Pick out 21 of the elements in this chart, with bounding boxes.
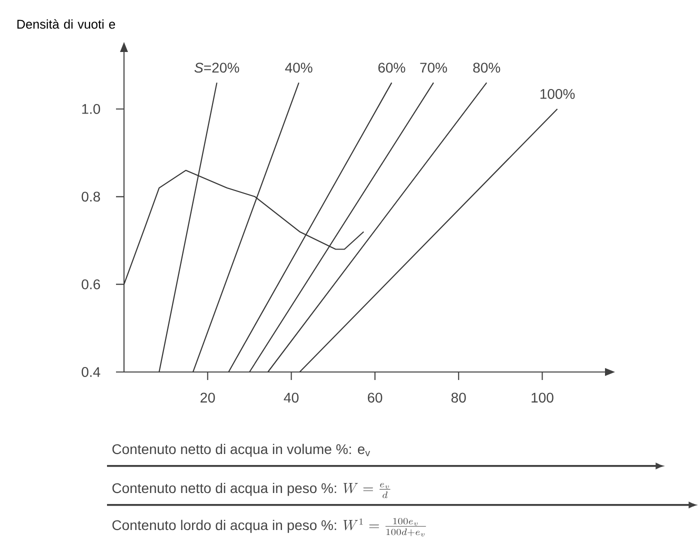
text: $W^1 = \frac{100e_v}{100d+e_v}$ xyxy=(343,518,426,536)
text: $W = \frac{e_v}{d}$ xyxy=(343,483,390,498)
series-label: 80% xyxy=(473,62,500,73)
y-tick-label: 0.4 xyxy=(82,367,100,377)
text: Contenuto lordo di acqua in peso %: xyxy=(112,520,336,533)
text: Contenuto netto di acqua in peso %: xyxy=(112,482,336,496)
series-label: 60% xyxy=(378,62,406,73)
x-tick-label: 40 xyxy=(284,392,299,403)
x-axis-title: Contenuto netto di acqua in volume %: e$_{v}$ xyxy=(112,444,370,457)
y-tick-label: 0.6 xyxy=(82,279,100,290)
x-tick-label: 100 xyxy=(532,392,554,403)
series-label: 70% xyxy=(420,62,448,73)
y-tick-label: 0.8 xyxy=(82,192,100,202)
x-tick-label: 80 xyxy=(451,392,466,403)
y-tick-label: 1.0 xyxy=(82,104,100,114)
series-label: 40% xyxy=(285,62,312,73)
x-tick-label: 60 xyxy=(368,392,382,403)
y-axis-title: Densità di vuoti e xyxy=(17,19,116,29)
series-label: S=20% xyxy=(194,62,240,73)
series-label: 100% xyxy=(540,89,575,99)
x-tick-label: 20 xyxy=(200,392,215,403)
